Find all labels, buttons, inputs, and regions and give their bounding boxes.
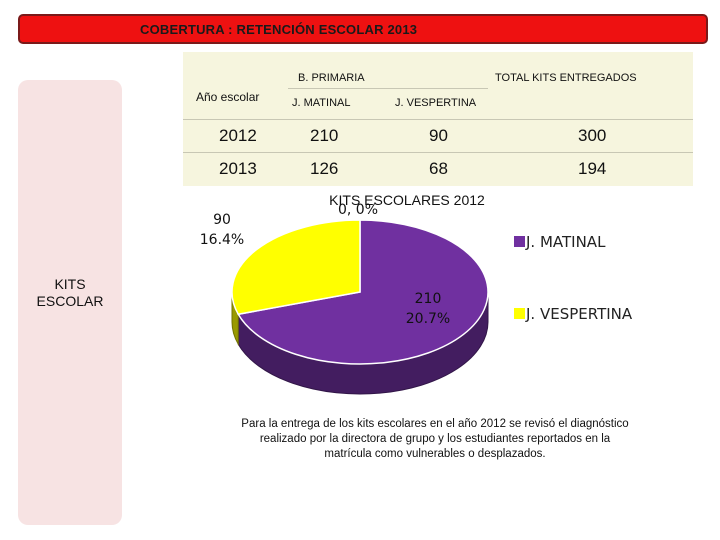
banner-title: COBERTURA : RETENCIÓN ESCOLAR 2013 bbox=[140, 22, 418, 37]
header-total: TOTAL KITS ENTREGADOS bbox=[495, 72, 637, 84]
row-2013-vespertina: 68 bbox=[429, 159, 448, 178]
row-2012-year: 2012 bbox=[219, 126, 257, 145]
sidebar-label: KITS ESCOLAR bbox=[36, 276, 104, 309]
header-group: B. PRIMARIA bbox=[298, 72, 365, 84]
row-divider-top bbox=[183, 119, 693, 120]
legend-swatch-j-matinal bbox=[514, 236, 525, 247]
row-2013-total: 194 bbox=[578, 159, 607, 178]
pie-data-labels: 210 20.7% 90 16.4% bbox=[200, 212, 450, 327]
row-2012-vespertina: 90 bbox=[429, 126, 448, 145]
pie-slices bbox=[231, 219, 489, 395]
data-label-j-vespertina: 90 16.4% bbox=[200, 212, 244, 248]
header-vespertina: J. VESPERTINA bbox=[395, 97, 477, 109]
data-table: Año escolar B. PRIMARIA TOTAL KITS ENTRE… bbox=[183, 52, 693, 186]
header-divider bbox=[288, 88, 488, 89]
header-year: Año escolar bbox=[196, 90, 260, 104]
row-2012-matinal: 210 bbox=[310, 126, 339, 145]
chart-title: KITS ESCOLARES 2012 bbox=[329, 192, 485, 208]
sidebar-panel: KITS ESCOLAR bbox=[18, 80, 122, 525]
legend-swatch-j-vespertina bbox=[514, 308, 525, 319]
pie-slice-j-vespertina bbox=[231, 219, 361, 316]
header-matinal: J. MATINAL bbox=[292, 97, 351, 109]
row-2012-total: 300 bbox=[578, 126, 607, 145]
zero-data-label: 0, 0% bbox=[338, 202, 378, 218]
legend-label-j-matinal: J. MATINAL bbox=[525, 233, 606, 251]
row-2013-year: 2013 bbox=[219, 159, 257, 178]
footnote-text: Para la entrega de los kits escolares en… bbox=[241, 418, 629, 460]
data-label-j-matinal: 210 20.7% bbox=[406, 291, 450, 327]
legend-label-j-vespertina: J. VESPERTINA bbox=[525, 305, 633, 323]
pie-slice-j-matinal bbox=[237, 219, 489, 365]
row-2013-matinal: 126 bbox=[310, 159, 339, 178]
row-divider-mid bbox=[183, 152, 693, 153]
title-banner: COBERTURA : RETENCIÓN ESCOLAR 2013 bbox=[18, 14, 708, 44]
legend: J. MATINAL J. VESPERTINA bbox=[514, 233, 633, 323]
